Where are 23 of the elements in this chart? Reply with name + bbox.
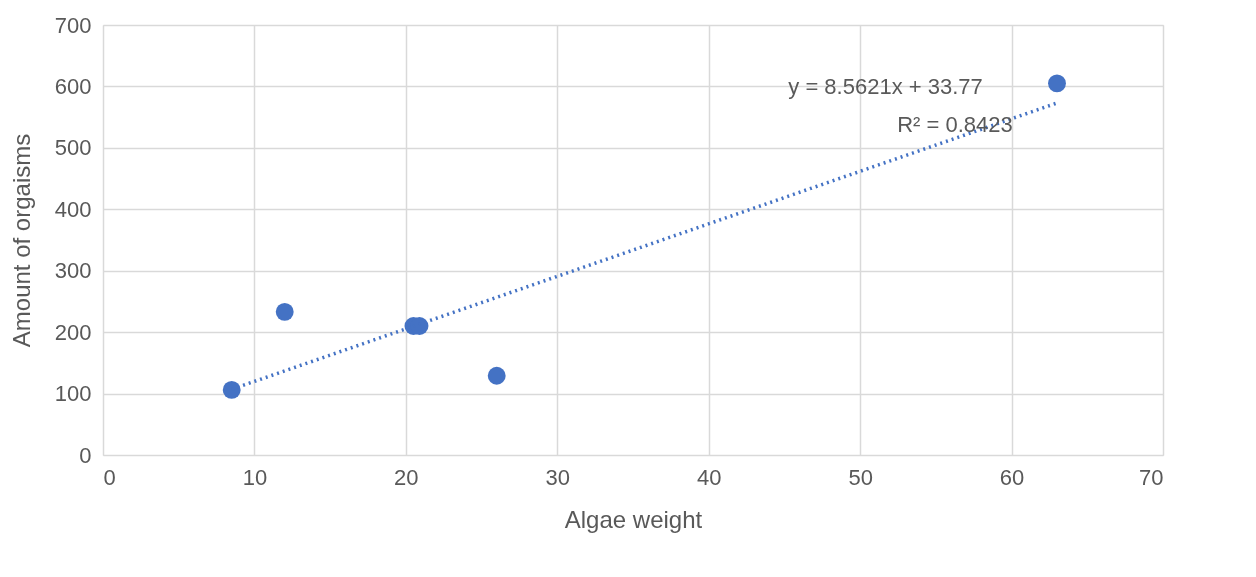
y-tick-label: 500 xyxy=(54,135,92,161)
x-tick-label: 20 xyxy=(394,464,419,490)
y-tick-label: 300 xyxy=(54,258,92,284)
x-tick-label: 70 xyxy=(1139,464,1164,490)
x-axis-title: Algae weight xyxy=(564,505,703,533)
x-tick-label: 50 xyxy=(848,464,873,490)
x-tick-label: 30 xyxy=(545,464,571,490)
y-tick-label: 200 xyxy=(54,319,92,345)
point xyxy=(222,380,241,399)
x-tick-label: 40 xyxy=(696,464,722,490)
y-tick-label: 0 xyxy=(79,442,92,468)
y-tick-label: 600 xyxy=(54,73,92,99)
y-tick-label: 100 xyxy=(54,381,92,407)
x-tick-label: 0 xyxy=(103,464,116,490)
point xyxy=(275,302,294,321)
x-tick-label: 60 xyxy=(999,464,1025,490)
annotation: y = 8.5621x + 33.77 xyxy=(788,74,983,99)
y-tick-label: 700 xyxy=(54,12,92,38)
y-axis-title: Amount of orgaisms xyxy=(7,133,35,348)
point xyxy=(1048,74,1066,93)
point xyxy=(487,366,506,385)
y-tick-label: 400 xyxy=(54,196,92,222)
x-tick-label: 10 xyxy=(242,464,268,490)
